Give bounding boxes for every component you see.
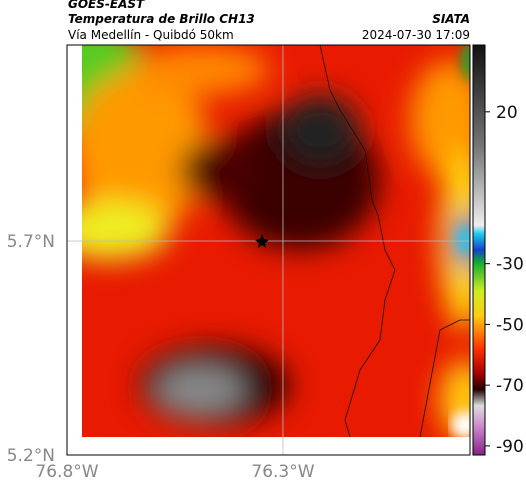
brightness-field [82,45,470,437]
y-tick-label: 5.2°N [7,446,55,466]
timestamp: 2024-07-30 17:09 [362,28,470,42]
source: GOES-EAST [68,0,145,11]
colorbar [472,44,486,456]
colorbar-tick-label: -70 [496,376,524,396]
colorbar-tick-label: -30 [496,255,524,275]
location-marker [255,234,269,248]
x-tick-label: 76.8°W [35,462,98,482]
colorbar-tick-label: -90 [496,437,524,457]
x-tick-label: 76.3°W [251,462,314,482]
colorbar-tick-label: -50 [496,315,524,335]
border-line [319,44,470,438]
y-tick-label: 5.7°N [7,232,55,252]
colorbar-tick-label: 20 [496,103,518,123]
title: Temperatura de Brillo CH13 [68,12,255,26]
subtitle: Vía Medellín - Quibdó 50km [68,28,234,42]
map-frame [66,44,471,456]
credit: SIATA [432,12,470,26]
